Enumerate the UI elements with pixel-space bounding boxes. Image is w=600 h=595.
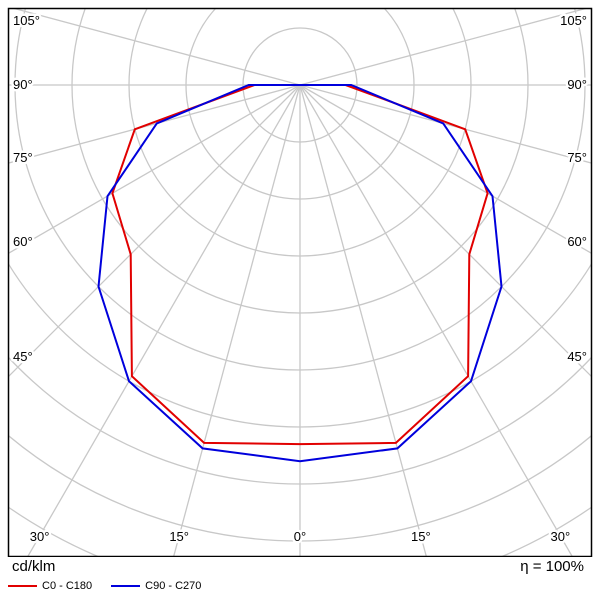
angle-label-right-60: 60° bbox=[567, 234, 587, 249]
chart-legend: cd/klm C0 - C180 C90 - C270 η = 100% bbox=[0, 557, 600, 595]
grid-radial-line bbox=[299, 9, 587, 86]
unit-label: cd/klm bbox=[12, 558, 56, 575]
grid-radial-line bbox=[27, 84, 301, 556]
series-c0-c180-swatch bbox=[8, 585, 37, 587]
angle-label-bottom-4: 30° bbox=[551, 529, 571, 544]
grid-radial-line bbox=[13, 9, 301, 86]
grid-radial-line bbox=[299, 84, 591, 377]
grid-radial-line bbox=[173, 84, 301, 556]
angle-label-bottom-2: 0° bbox=[294, 529, 306, 544]
angle-label-left-60: 60° bbox=[13, 234, 33, 249]
angle-label-right-45: 45° bbox=[567, 349, 587, 364]
grid-radial-line bbox=[9, 84, 301, 164]
angle-label-right-105: 105° bbox=[560, 13, 587, 28]
grid-radial-line bbox=[299, 84, 573, 556]
curve-c90-c270 bbox=[97, 84, 503, 463]
angle-label-left-90: 90° bbox=[13, 77, 33, 92]
angle-label-bottom-3: 15° bbox=[411, 529, 431, 544]
angle-label-bottom-0: 30° bbox=[30, 529, 50, 544]
grid-radial-line bbox=[9, 84, 301, 254]
grid-radial-line bbox=[299, 84, 427, 556]
polar-grid bbox=[9, 9, 591, 556]
efficiency-label: η = 100% bbox=[520, 558, 584, 575]
polar-chart-svg: 105° 90° 75° 60° 45° 105° 90° 75° 60° 45° 30° 15° 0°… bbox=[7, 7, 593, 557]
plot-border bbox=[7, 7, 593, 557]
angle-label-bottom-1: 15° bbox=[169, 529, 189, 544]
angle-label-left-75: 75° bbox=[13, 150, 33, 165]
angle-label-right-90: 90° bbox=[567, 77, 587, 92]
legend-items: C0 - C180 C90 - C270 bbox=[8, 580, 220, 592]
angle-label-right-75: 75° bbox=[567, 150, 587, 165]
grid-radial-line bbox=[299, 84, 591, 164]
angle-label-left-45: 45° bbox=[13, 349, 33, 364]
series-c90-c270-label: C90 - C270 bbox=[145, 580, 202, 592]
series-c90-c270-swatch bbox=[111, 585, 141, 587]
grid-radial-line bbox=[299, 84, 591, 254]
angle-label-left-105: 105° bbox=[13, 13, 40, 28]
series-c0-c180-label: C0 - C180 bbox=[42, 580, 93, 592]
grid-radial-line bbox=[9, 84, 301, 377]
curve-c0-c180 bbox=[111, 84, 489, 446]
